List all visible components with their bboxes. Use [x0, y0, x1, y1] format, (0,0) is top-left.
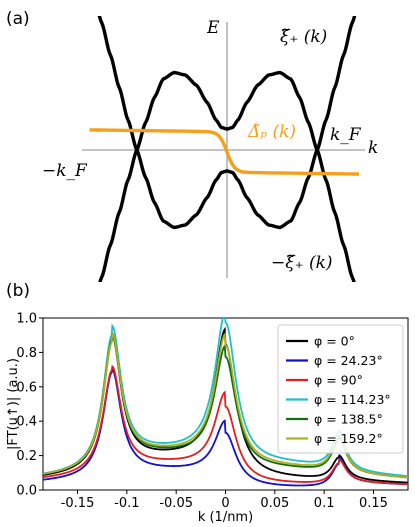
x-tick-label: -0.05 — [159, 496, 193, 511]
y-tick-label: 0.8 — [16, 346, 37, 361]
panel-a: (a) E k ξ̃₊ (k) −ξ̃₊ (k) Δ̃ₚ (k) k_F −k_… — [6, 9, 378, 282]
legend-label-1: φ = 24.23° — [314, 353, 383, 368]
y-tick-label: 1.0 — [16, 312, 37, 327]
y-tick-label: 0.4 — [16, 415, 37, 430]
delta-curve — [89, 128, 359, 176]
y-tick-label: 0.6 — [16, 380, 37, 395]
momentum-axis-label: k — [368, 138, 378, 158]
legend-box — [277, 324, 404, 454]
xi-minus-label: −ξ̃₊ (k) — [271, 253, 333, 273]
x-tick-label: 0.1 — [314, 496, 335, 511]
panel-b-label: (b) — [6, 281, 30, 301]
panel-a-label: (a) — [6, 9, 30, 29]
legend-label-0: φ = 0° — [314, 334, 355, 349]
y-tick-label: 0.0 — [16, 484, 37, 499]
legend-label-3: φ = 114.23° — [314, 392, 391, 407]
x-tick-label: 0.05 — [260, 496, 289, 511]
kf-label: k_F — [330, 125, 362, 145]
series-group — [43, 318, 408, 487]
x-tick-label: -0.1 — [114, 496, 139, 511]
series-line-5 — [43, 331, 408, 479]
xi-plus-label: ξ̃₊ (k) — [280, 27, 327, 47]
x-tick-label: -0.15 — [61, 496, 95, 511]
delta-label: Δ̃ₚ (k) — [247, 122, 296, 142]
panel-b: (b) 0.00.20.40.60.81.0-0.15 -0.1 -0.05 0 0.0… — [6, 281, 409, 525]
legend-label-5: φ = 159.2° — [314, 431, 383, 446]
x-tick-label: 0 — [221, 496, 229, 511]
xi-plus-curve — [98, 70, 356, 282]
series-line-2 — [43, 364, 408, 486]
y-axis-label: |FT(u↑)| (a.u.) — [6, 358, 21, 450]
legend-label-2: φ = 90° — [314, 373, 363, 388]
legend-label-4: φ = 138.5° — [314, 412, 383, 427]
minus-kf-label: −k_F — [42, 161, 88, 181]
energy-axis-label: E — [206, 18, 220, 38]
x-axis-label: k (1/nm) — [198, 510, 253, 525]
chart-b: 0.0 0.2 0.4 0.6 0.8 1.0 -0.15 -0.1 -0.05 0 0.05 0.1… — [6, 312, 409, 525]
y-tick-label: 0.2 — [16, 449, 37, 464]
x-tick-label: 0.15 — [359, 496, 388, 511]
